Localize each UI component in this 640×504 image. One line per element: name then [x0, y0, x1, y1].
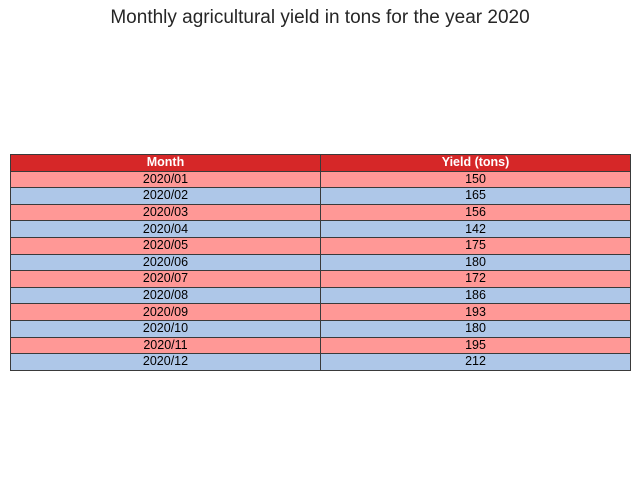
cell-yield: 165	[320, 187, 631, 205]
table-row: 2020/01 150	[10, 170, 631, 189]
cell-yield: 186	[320, 286, 631, 305]
cell-month: 2020/11	[10, 336, 321, 355]
table-row: 2020/06 180	[10, 253, 631, 272]
data-table-container: Month Yield (tons) 2020/01 150 2020/02 165 2…	[10, 154, 631, 371]
cell-month: 2020/07	[10, 270, 321, 288]
cell-month: 2020/01	[10, 170, 321, 189]
table-row: 2020/09 193	[10, 303, 631, 321]
cell-month: 2020/02	[10, 187, 321, 205]
cell-month: 2020/05	[10, 236, 321, 255]
cell-yield: 175	[320, 236, 631, 255]
table-row: 2020/08 186	[10, 286, 631, 305]
table-row: 2020/05 175	[10, 236, 631, 255]
cell-month: 2020/12	[10, 353, 321, 371]
column-header-yield: Yield (tons)	[320, 154, 631, 172]
column-header-month: Month	[10, 154, 321, 172]
cell-yield: 150	[320, 170, 631, 189]
table-row: 2020/07 172	[10, 270, 631, 288]
cell-yield: 212	[320, 353, 631, 371]
chart-title: Monthly agricultural yield in tons for t…	[110, 7, 530, 28]
table-row: 2020/03 156	[10, 203, 631, 222]
cell-yield: 156	[320, 203, 631, 222]
cell-yield: 195	[320, 336, 631, 355]
cell-month: 2020/08	[10, 286, 321, 305]
cell-yield: 142	[320, 220, 631, 238]
cell-month: 2020/10	[10, 319, 321, 338]
data-table: Month Yield (tons) 2020/01 150 2020/02 165 2…	[10, 154, 631, 371]
table-body: 2020/01 150 2020/02 165 2020/03 156 2020/04 142…	[10, 170, 631, 371]
table-row: 2020/04 142	[10, 220, 631, 238]
cell-yield: 193	[320, 303, 631, 321]
table-header-row: Month Yield (tons)	[10, 154, 631, 172]
table-row: 2020/11 195	[10, 336, 631, 355]
table-row: 2020/02 165	[10, 187, 631, 205]
cell-month: 2020/06	[10, 253, 321, 272]
cell-yield: 172	[320, 270, 631, 288]
cell-month: 2020/09	[10, 303, 321, 321]
cell-yield: 180	[320, 253, 631, 272]
cell-month: 2020/04	[10, 220, 321, 238]
cell-month: 2020/03	[10, 203, 321, 222]
table-row: 2020/12 212	[10, 353, 631, 371]
cell-yield: 180	[320, 319, 631, 338]
table-row: 2020/10 180	[10, 319, 631, 338]
